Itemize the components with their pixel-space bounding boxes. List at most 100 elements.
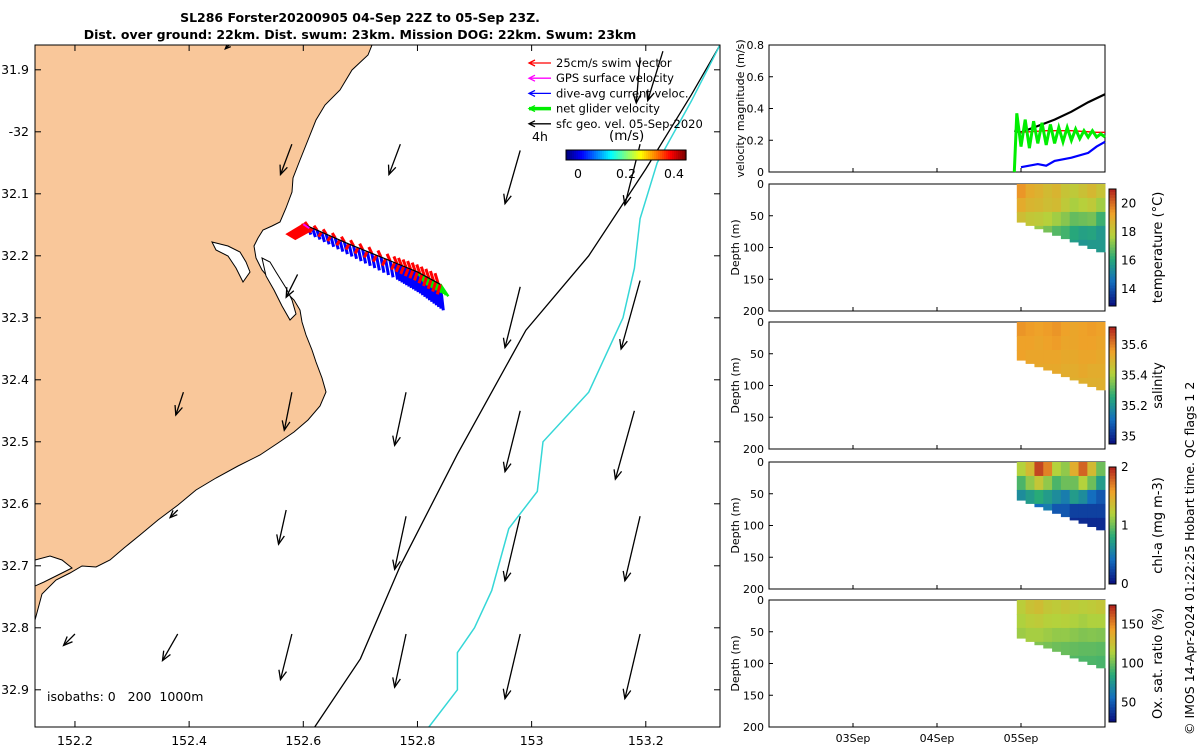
- colorbar-tick-label: 150: [1121, 618, 1144, 632]
- colorbar-cell: [1109, 270, 1116, 275]
- colorbar-cell: [1109, 681, 1116, 685]
- colorbar-cell: [1109, 247, 1116, 251]
- heatmap-cell: [1060, 462, 1071, 477]
- colorbar-tick-label: 0.2: [616, 166, 636, 181]
- chl-a-section-panel: 0 50 100 150 200 Depth (m) 2 1 0 chl-a (mg m-3): [729, 456, 1166, 596]
- colorbar-cell: [1109, 400, 1116, 404]
- heatmap-cell: [1043, 641, 1053, 649]
- heatmap-cell: [1087, 377, 1097, 388]
- heatmap-cell: [1043, 475, 1053, 491]
- y-tick-label: 31.9: [1, 62, 29, 77]
- colorbar-cell: [1109, 537, 1116, 541]
- colorbar-cell: [1109, 403, 1116, 407]
- colorbar-cell: [674, 150, 677, 160]
- heatmap-cell: [1078, 322, 1088, 337]
- colorbar-cell: [1109, 540, 1116, 544]
- colorbar-cell: [632, 150, 635, 160]
- x-tick-label: 152.6: [285, 733, 321, 748]
- colorbar-cell: [1109, 353, 1116, 357]
- colorbar-cell: [646, 150, 649, 160]
- colorbar-cell: [612, 150, 615, 160]
- colorbar-cell: [1109, 373, 1116, 378]
- colorbar-cell: [670, 150, 673, 160]
- heatmap-cell: [1025, 349, 1035, 364]
- colorbar-cell: [1109, 276, 1116, 281]
- geo-velocity-arrow: [646, 51, 664, 103]
- heatmap-cell: [1060, 225, 1071, 240]
- track-line: [303, 223, 441, 285]
- heatmap-cell: [1060, 641, 1071, 656]
- heatmap-cell: [1069, 475, 1080, 491]
- heatmap-cell: [1087, 475, 1097, 491]
- y-tick-label: 32.6: [1, 496, 29, 511]
- legend-item: sfc geo. vel. 05-Sep-2020: [527, 117, 703, 131]
- colorbar-cell: [1109, 516, 1116, 521]
- y-tick-label: 0.8: [747, 39, 765, 52]
- heatmap-cell: [1034, 641, 1044, 646]
- heatmap-cell: [1078, 462, 1088, 477]
- heatmap-cell: [1016, 462, 1027, 477]
- colorbar-cell: [1109, 221, 1116, 225]
- geo-velocity-arrow: [279, 143, 293, 177]
- heatmap-cell: [1078, 349, 1088, 365]
- colorbar-cell: [1109, 640, 1116, 644]
- heatmap-cell: [1060, 349, 1071, 365]
- heatmap-cell: [1060, 335, 1071, 351]
- heatmap-cell: [1096, 517, 1106, 531]
- heatmap-cell: [1052, 335, 1062, 351]
- colorbar-cell: [1109, 253, 1116, 257]
- southern-bay: [35, 555, 73, 587]
- colorbar-cell: [616, 150, 619, 160]
- heatmap-cell: [1087, 655, 1097, 666]
- heatmap-cell: [1034, 489, 1044, 505]
- colorbar-cell: [1109, 619, 1116, 624]
- colorbar-cell: [1109, 557, 1116, 562]
- geo-velocity-arrow: [622, 516, 641, 583]
- heatmap-cell: [1096, 641, 1106, 657]
- colorbar-cell: [1109, 713, 1116, 717]
- velocity-series-line: [1012, 113, 1106, 173]
- heatmap-cell: [1034, 197, 1044, 213]
- colorbar-cell: [672, 150, 675, 160]
- colorbar-cell: [1109, 282, 1116, 287]
- colorbar-cell: [1109, 678, 1116, 682]
- colorbar-cell: [1109, 218, 1116, 222]
- heatmap-cell: [1016, 335, 1027, 351]
- y-tick-label: 50: [750, 626, 764, 639]
- colorbar-cell: [1109, 683, 1116, 688]
- colorbar-cell: [1109, 698, 1116, 703]
- colorbar-tick-label: 0: [574, 166, 582, 181]
- colorbar-cell: [1109, 382, 1116, 386]
- colorbar-cell: [1109, 224, 1116, 228]
- colorbar-cell: [1109, 206, 1116, 210]
- speed-colorbar: 4h (m/s) 0 0.2 0.4: [532, 128, 687, 181]
- heatmap-cell: [1016, 600, 1027, 615]
- colorbar-cell: [1109, 191, 1116, 196]
- colorbar-cell: [1109, 716, 1116, 720]
- heatmap-cell: [1034, 211, 1044, 227]
- colorbar-cell: [1109, 657, 1116, 662]
- heatmap-cell: [1096, 239, 1106, 253]
- colorbar-cell: [1109, 267, 1116, 272]
- heatmap-cell: [1043, 211, 1053, 227]
- colorbar-cell: [1109, 686, 1116, 691]
- colorbar-cell: [592, 150, 595, 160]
- heatmap-cell: [1087, 211, 1097, 227]
- heatmap-cell: [1016, 184, 1027, 199]
- heatmap-cell: [1096, 627, 1106, 643]
- colorbar-cell: [602, 150, 605, 160]
- y-axis-label: Depth (m): [729, 497, 742, 553]
- colorbar-cell: [582, 150, 585, 160]
- colorbar-label: chl-a (mg m-3): [1151, 477, 1166, 574]
- colorbar-frame: [1108, 604, 1117, 723]
- y-tick-label: 200: [743, 305, 764, 318]
- heatmap-cell: [1069, 197, 1080, 213]
- colorbar-cell: [1109, 341, 1116, 346]
- colorbar-cell: [1109, 510, 1116, 515]
- y-tick-label: 0.2: [747, 134, 765, 147]
- heatmap-cell: [1078, 655, 1088, 662]
- y-tick-label: 32.1: [1, 186, 29, 201]
- colorbar-cell: [1109, 288, 1116, 292]
- colorbar-cell: [600, 150, 603, 160]
